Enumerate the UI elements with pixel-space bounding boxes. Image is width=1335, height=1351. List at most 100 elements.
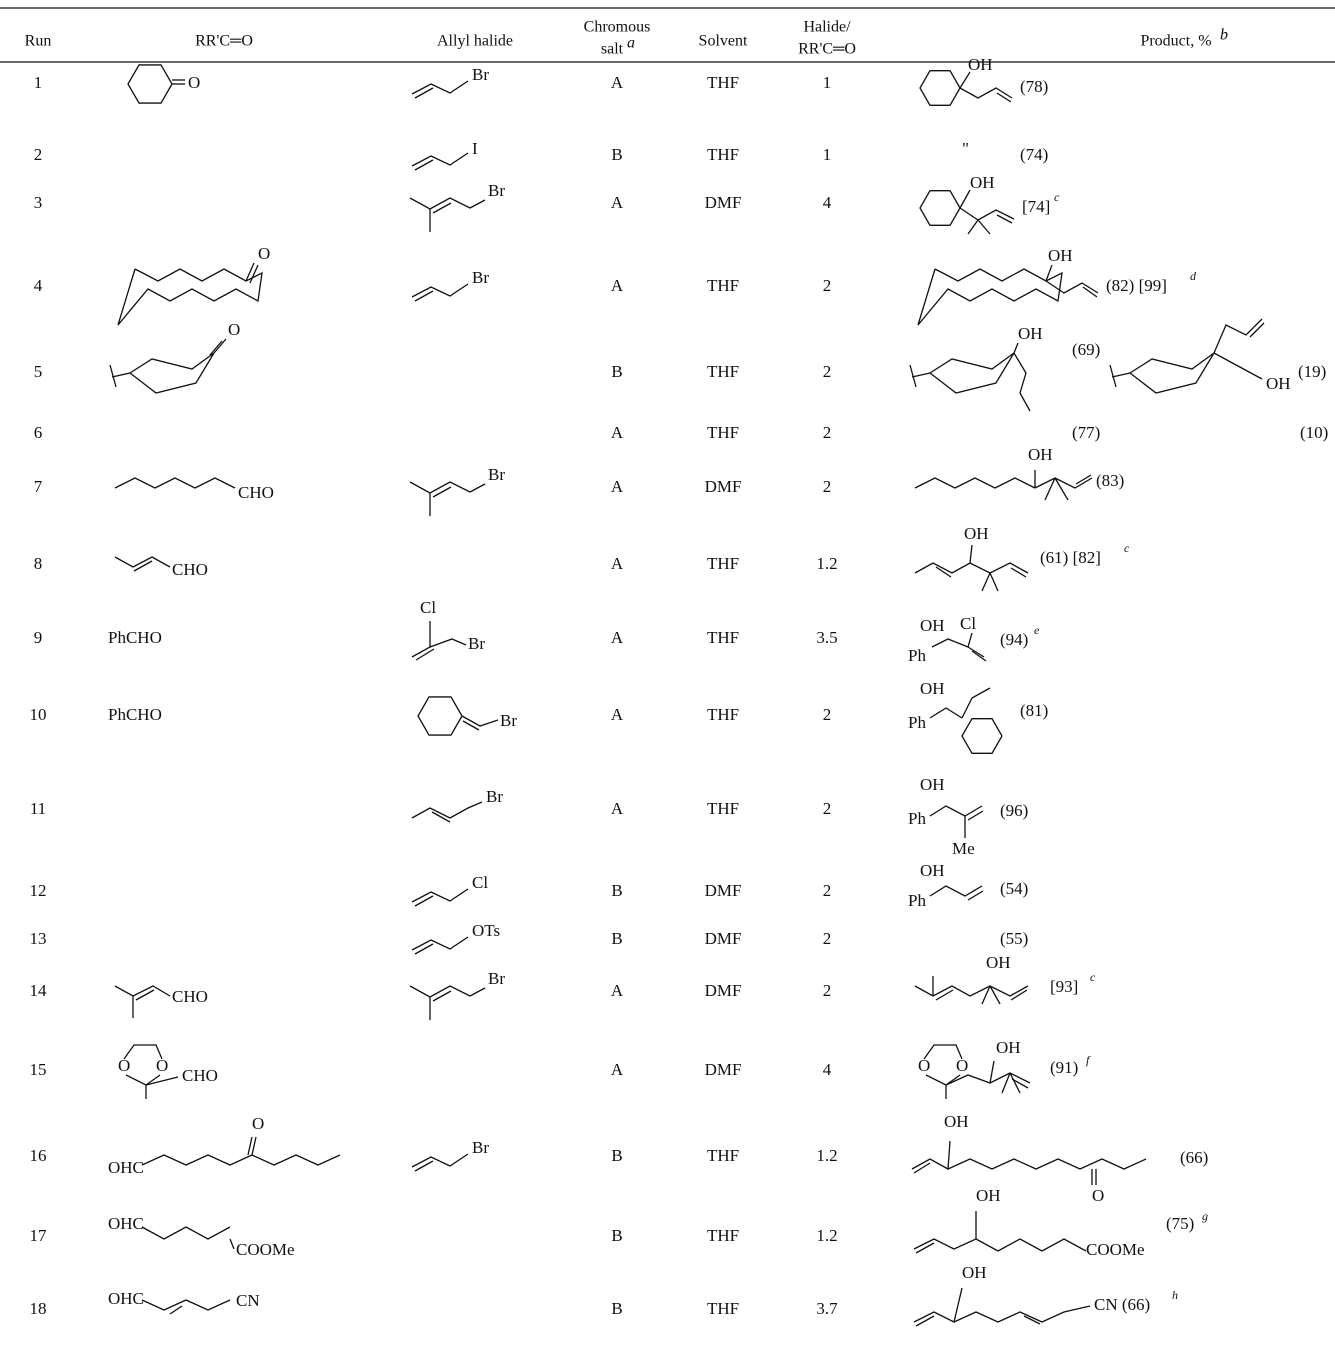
- run: 1: [34, 73, 43, 92]
- solvent: THF: [707, 145, 739, 164]
- ratio: 2: [823, 423, 832, 442]
- bond: [960, 72, 970, 88]
- bond: [430, 639, 466, 647]
- carbonyl-label: CHO: [238, 483, 274, 502]
- bond: [410, 986, 485, 997]
- product-label: (55): [1000, 929, 1028, 948]
- solvent: DMF: [705, 929, 742, 948]
- carbonyl-label: PhCHO: [108, 705, 162, 724]
- bond: [410, 198, 485, 209]
- bond: [914, 1163, 930, 1173]
- bond: [962, 688, 990, 718]
- bond: [433, 203, 451, 213]
- product-label: Me: [952, 839, 975, 858]
- product-label: O: [918, 1056, 930, 1075]
- product-label: [74]: [1022, 197, 1050, 216]
- bond: [112, 373, 130, 377]
- ratio: 2: [823, 705, 832, 724]
- carbonyl-label: O: [156, 1056, 168, 1075]
- ratio: 1.2: [816, 554, 837, 573]
- product-label: e: [1034, 623, 1040, 637]
- ratio: 2: [823, 881, 832, 900]
- bond: [412, 889, 468, 902]
- bond: [433, 487, 451, 497]
- salt: B: [611, 145, 622, 164]
- carbonyl-label: CHO: [172, 987, 208, 1006]
- bond: [415, 88, 433, 98]
- solvent: THF: [707, 705, 739, 724]
- header-halide: Allyl halide: [437, 33, 513, 50]
- bond: [930, 708, 962, 718]
- carbonyl-label: O: [118, 1056, 130, 1075]
- salt: A: [611, 554, 624, 573]
- bond: [932, 633, 972, 647]
- solvent: THF: [707, 554, 739, 573]
- bond: [1250, 323, 1264, 337]
- carbonyl-label: CHO: [182, 1066, 218, 1085]
- carbonyl-label: CN: [236, 1291, 260, 1310]
- carbonyl-label: OHC: [108, 1289, 144, 1308]
- halide-label: OTs: [472, 921, 500, 940]
- halide-label: Cl: [420, 598, 436, 617]
- product-label: OH: [1048, 246, 1073, 265]
- bond: [920, 71, 960, 106]
- bond: [1014, 353, 1030, 411]
- bond: [142, 1155, 340, 1165]
- product-label: OH: [944, 1112, 969, 1131]
- bond: [1045, 478, 1055, 500]
- bond: [968, 220, 978, 234]
- bond: [918, 269, 1062, 325]
- product-label: OH: [1018, 324, 1043, 343]
- header-carbonyl: RR'C═O: [195, 33, 253, 50]
- ratio: 3.7: [816, 1299, 838, 1318]
- bond: [960, 208, 1014, 220]
- product-label: (10): [1300, 423, 1328, 442]
- ratio: 1.2: [816, 1146, 837, 1165]
- product-label: OH: [1028, 445, 1053, 464]
- bond: [968, 647, 984, 657]
- run: 17: [30, 1226, 48, 1245]
- bond: [962, 719, 1002, 754]
- solvent: DMF: [705, 1060, 742, 1079]
- product-label: (74): [1020, 145, 1048, 164]
- product-label: (69): [1072, 340, 1100, 359]
- bond: [912, 373, 930, 377]
- header-ratio: RR'C═O: [798, 41, 856, 58]
- bond: [978, 220, 990, 234]
- salt: A: [611, 1060, 624, 1079]
- bond: [134, 561, 152, 571]
- bond: [990, 1061, 994, 1083]
- halide-label: Br: [472, 65, 489, 84]
- run: 16: [30, 1146, 47, 1165]
- product-label: CN (66): [1094, 1295, 1150, 1314]
- bond: [415, 291, 433, 301]
- solvent: THF: [707, 1146, 739, 1165]
- bond: [990, 573, 998, 591]
- ratio: 2: [823, 799, 832, 818]
- product-label: (78): [1020, 77, 1048, 96]
- bond: [915, 986, 1028, 996]
- product-label: Ph: [908, 809, 926, 828]
- bond: [252, 1137, 256, 1155]
- bond: [936, 990, 953, 1000]
- ratio: 1.2: [816, 1226, 837, 1245]
- bond: [1011, 568, 1026, 577]
- product-label: OH: [970, 173, 995, 192]
- run: 2: [34, 145, 43, 164]
- halide-label: Br: [472, 1138, 489, 1157]
- halide-label: Br: [488, 969, 505, 988]
- salt: A: [611, 193, 624, 212]
- bond: [126, 1075, 160, 1085]
- solvent: THF: [707, 1299, 739, 1318]
- product-label: (82) [99]: [1106, 276, 1167, 295]
- ratio: 2: [823, 276, 832, 295]
- bond: [1046, 281, 1098, 293]
- product-label: (19): [1298, 362, 1326, 381]
- run: 6: [34, 423, 43, 442]
- carbonyl-label: O: [258, 244, 270, 263]
- product-label: OH: [920, 861, 945, 880]
- product-label: OH: [962, 1263, 987, 1282]
- solvent: DMF: [705, 981, 742, 1000]
- product-label: c: [1090, 970, 1096, 984]
- page: {"table": { "header": {"run": "Run", "ca…: [0, 0, 1335, 1351]
